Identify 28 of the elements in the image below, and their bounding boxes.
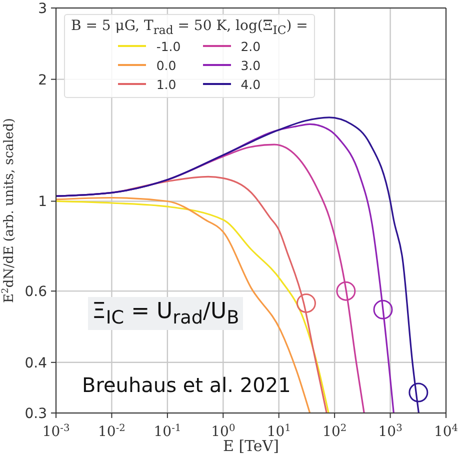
x-tick-label: 10$^{-1}$	[154, 422, 182, 440]
y-tick-label: 2	[38, 72, 47, 88]
point	[296, 293, 316, 313]
x-tick-label: 10$^{0}$	[211, 422, 236, 440]
legend-label: -1.0	[156, 38, 181, 54]
annotation: Breuhaus et al. 2021	[82, 373, 291, 397]
annotation: Ξ$_{IC}$ = U$_{rad}$/U$_{B}$	[92, 299, 240, 328]
legend-title: B = 5 μG, T$_{rad}$ = 50 K, log(Ξ$_{IC}$) =	[71, 18, 308, 37]
y-tick-label: 1	[38, 194, 47, 210]
x-tick-label: 10$^{-2}$	[98, 422, 126, 440]
y-tick-label: 3	[38, 1, 47, 17]
x-tick-label: 10$^{1}$	[266, 422, 291, 440]
legend-label: 4.0	[240, 76, 261, 92]
legend-label: 3.0	[240, 58, 261, 73]
legend-label: 1.0	[156, 76, 176, 92]
x-axis-title: E [TeV]	[223, 437, 279, 455]
legend-label: 0.0	[156, 58, 176, 73]
x-tick-label: 10$^{2}$	[322, 422, 347, 440]
point	[336, 281, 356, 301]
y-tick-label: 0.6	[24, 284, 48, 300]
x-tick-label: 10$^{4}$	[434, 422, 458, 440]
point	[373, 300, 393, 320]
legend-label: 2.0	[240, 38, 261, 54]
point	[408, 382, 428, 402]
y-tick-label: 0.3	[24, 406, 47, 422]
y-tick-label: 0.4	[24, 355, 48, 372]
x-tick-label: 10$^{-3}$	[42, 422, 70, 440]
x-tick-label: 10$^{3}$	[378, 422, 402, 440]
